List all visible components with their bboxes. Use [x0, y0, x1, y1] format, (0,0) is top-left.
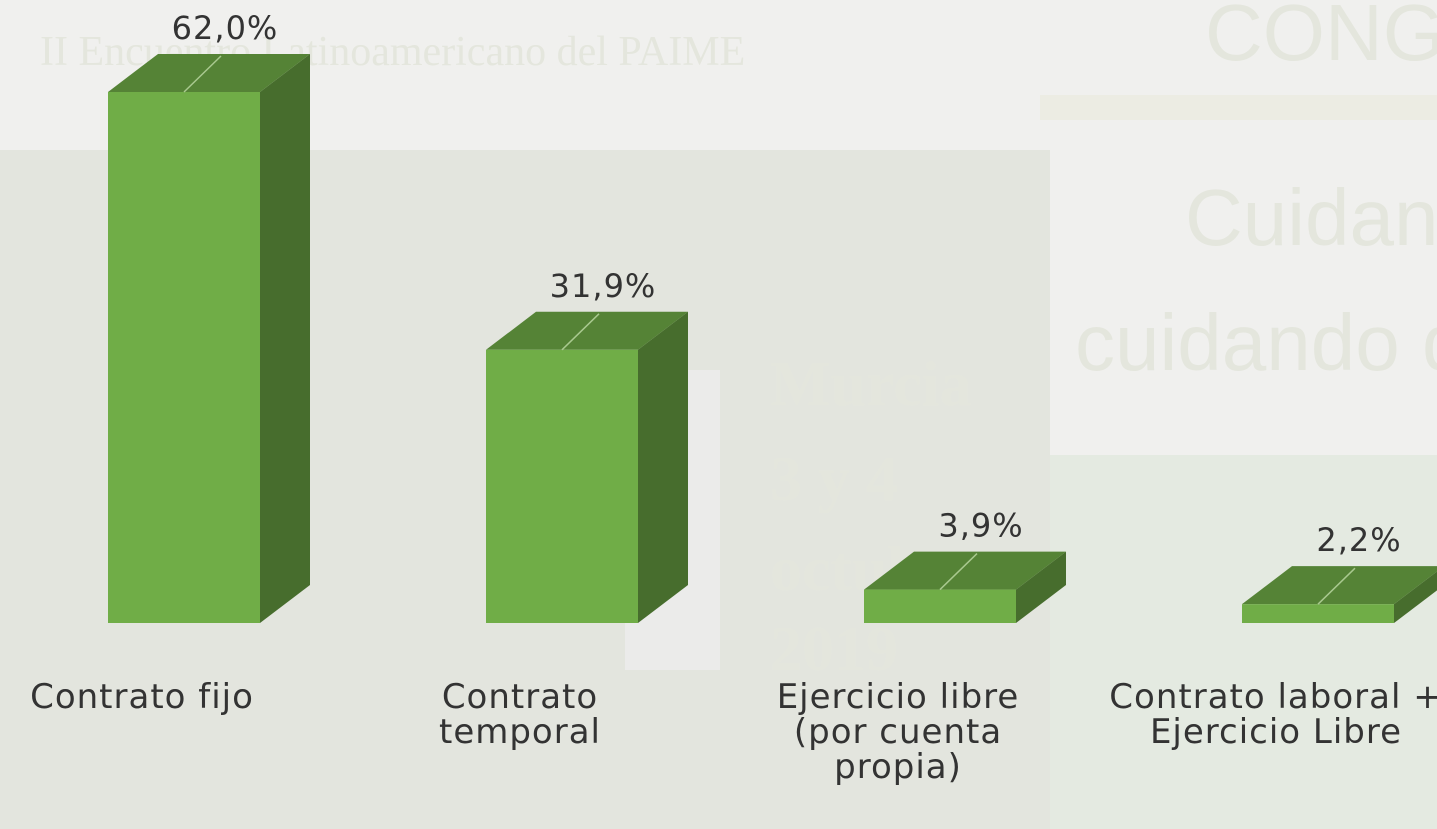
bg-text: CONG — [1205, 0, 1437, 77]
bg-text: Murcia — [770, 348, 971, 419]
bar — [864, 590, 1016, 623]
category-label: Ejercicio libre (por cuenta propia) — [748, 680, 1048, 785]
value-label: 31,9% — [550, 267, 657, 305]
green-panel — [1050, 455, 1437, 829]
header-band — [1040, 95, 1437, 120]
value-label: 62,0% — [172, 9, 279, 47]
bg-text: Cuidando — [1185, 173, 1437, 262]
bg-text: 3 y 4 — [770, 443, 898, 514]
bar — [1242, 604, 1394, 623]
bar — [486, 350, 638, 623]
slide: II Encuentro Latinoamericano del PAIME C… — [0, 0, 1437, 829]
bar-side — [638, 312, 688, 623]
category-label: Contrato temporal — [395, 680, 645, 750]
value-label: 3,9% — [938, 507, 1023, 545]
category-label: Contrato laboral + Ejercicio Libre — [1096, 680, 1437, 750]
category-label: Contrato fijo — [0, 680, 307, 715]
bar — [108, 92, 260, 623]
bg-text: cuidando de — [1075, 298, 1437, 387]
value-label: 2,2% — [1316, 521, 1401, 559]
bar-side — [260, 54, 310, 623]
bg-text: 2019 — [770, 613, 898, 684]
